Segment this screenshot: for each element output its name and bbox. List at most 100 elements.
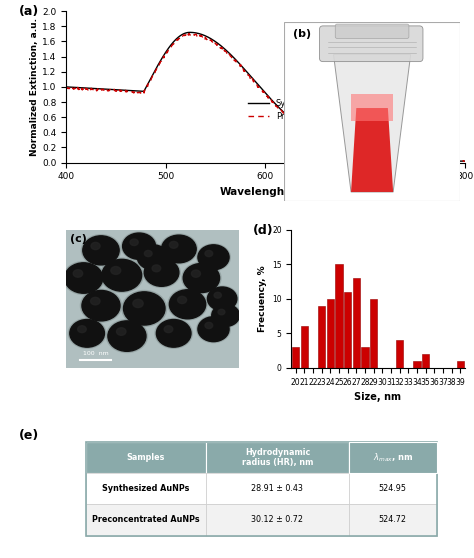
Circle shape <box>117 328 126 335</box>
Circle shape <box>70 320 104 347</box>
FancyBboxPatch shape <box>319 26 423 61</box>
Circle shape <box>123 233 155 259</box>
Bar <box>318 306 325 368</box>
Circle shape <box>198 317 229 341</box>
Circle shape <box>144 259 179 286</box>
Circle shape <box>178 296 187 304</box>
FancyBboxPatch shape <box>349 473 437 504</box>
Preconcentrated <box>295 122 301 128</box>
Text: (e): (e) <box>18 429 39 442</box>
Bar <box>370 299 377 368</box>
Text: Preconcentrated AuNPs: Preconcentrated AuNPs <box>92 516 200 525</box>
Preconcentrated <box>407 158 413 165</box>
X-axis label: Size, nm: Size, nm <box>355 392 401 402</box>
Text: (b): (b) <box>293 30 311 40</box>
Circle shape <box>102 259 142 291</box>
Circle shape <box>155 319 192 348</box>
X-axis label: Wavelenght,nm: Wavelenght,nm <box>219 187 311 197</box>
FancyBboxPatch shape <box>86 473 206 504</box>
Circle shape <box>91 297 100 305</box>
Preconcentrated <box>405 159 410 166</box>
FancyBboxPatch shape <box>349 441 437 473</box>
Circle shape <box>130 239 138 246</box>
Text: (a): (a) <box>18 5 39 18</box>
Synthesized <box>318 136 323 142</box>
Synthesized <box>295 122 301 128</box>
Synthesized <box>407 157 412 164</box>
Circle shape <box>91 242 100 249</box>
Synthesized <box>88 85 94 92</box>
Bar <box>422 354 429 368</box>
Polygon shape <box>351 94 393 121</box>
Synthesized <box>366 152 372 158</box>
Bar <box>301 326 308 368</box>
Circle shape <box>205 251 213 257</box>
FancyBboxPatch shape <box>66 229 239 368</box>
Bar <box>396 340 403 368</box>
Circle shape <box>208 287 237 310</box>
Circle shape <box>82 235 120 266</box>
Text: 30.12 ± 0.72: 30.12 ± 0.72 <box>251 516 303 525</box>
Circle shape <box>205 323 213 329</box>
FancyBboxPatch shape <box>206 504 349 536</box>
Circle shape <box>160 234 198 264</box>
Circle shape <box>78 326 86 333</box>
Circle shape <box>191 270 201 277</box>
Text: (c): (c) <box>70 234 87 244</box>
Circle shape <box>206 286 238 311</box>
FancyBboxPatch shape <box>206 441 349 473</box>
Preconcentrated <box>318 137 323 143</box>
Circle shape <box>136 244 170 271</box>
Circle shape <box>198 245 229 270</box>
FancyBboxPatch shape <box>86 441 206 473</box>
Line: Synthesized: Synthesized <box>66 32 465 161</box>
Circle shape <box>81 289 121 322</box>
Text: λ_max, nm: λ_max, nm <box>369 453 417 462</box>
Circle shape <box>164 326 173 333</box>
Polygon shape <box>334 55 410 192</box>
Bar <box>361 347 369 368</box>
Text: Synthesized AuNPs: Synthesized AuNPs <box>102 484 190 493</box>
FancyBboxPatch shape <box>335 24 409 39</box>
FancyBboxPatch shape <box>86 504 206 536</box>
Text: $\lambda_{max}$, nm: $\lambda_{max}$, nm <box>373 451 413 464</box>
Text: 28.91 ± 0.43: 28.91 ± 0.43 <box>251 484 303 493</box>
Circle shape <box>124 292 165 325</box>
Circle shape <box>162 235 196 263</box>
Bar <box>456 361 464 368</box>
Circle shape <box>121 232 157 261</box>
Synthesized <box>64 84 69 90</box>
Circle shape <box>122 291 167 326</box>
Circle shape <box>218 309 225 315</box>
Circle shape <box>182 262 221 294</box>
FancyBboxPatch shape <box>349 441 437 473</box>
Legend: Synthesized, Preconcentrated: Synthesized, Preconcentrated <box>245 95 349 124</box>
Circle shape <box>108 321 146 352</box>
Text: (d): (d) <box>253 224 274 237</box>
Line: Preconcentrated: Preconcentrated <box>66 33 465 162</box>
Synthesized <box>187 29 193 36</box>
Circle shape <box>106 320 147 353</box>
Circle shape <box>111 267 121 275</box>
Circle shape <box>210 304 241 328</box>
Text: 524.72: 524.72 <box>379 516 407 525</box>
Text: 100  nm: 100 nm <box>83 351 109 356</box>
Circle shape <box>197 244 230 271</box>
Bar <box>335 264 343 368</box>
Text: Hydrodynamic
radius (HR), nm: Hydrodynamic radius (HR), nm <box>242 448 313 467</box>
Preconcentrated <box>64 84 69 90</box>
Synthesized <box>462 158 467 165</box>
Bar <box>344 292 351 368</box>
Circle shape <box>156 320 191 347</box>
Circle shape <box>197 316 230 343</box>
Circle shape <box>133 299 143 307</box>
Bar <box>413 361 420 368</box>
Preconcentrated <box>88 86 94 93</box>
Circle shape <box>214 292 221 298</box>
Circle shape <box>63 262 104 295</box>
Preconcentrated <box>306 130 311 137</box>
Preconcentrated <box>462 157 467 164</box>
Circle shape <box>169 290 206 319</box>
Circle shape <box>64 263 103 293</box>
Preconcentrated <box>186 30 192 37</box>
